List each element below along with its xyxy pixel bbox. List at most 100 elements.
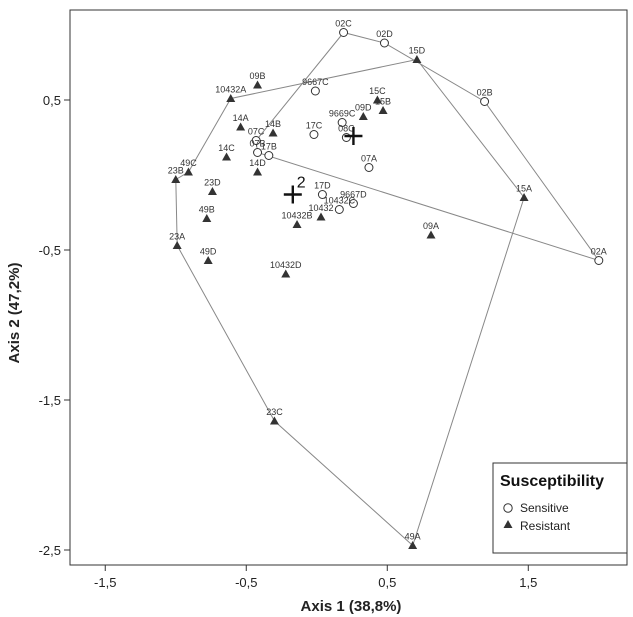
point-label-23d: 23D <box>204 178 221 188</box>
point-resistant-23a <box>172 241 182 249</box>
point-label-49d: 49D <box>200 247 217 257</box>
point-label-17d: 17D <box>314 181 331 191</box>
point-resistant-10432b <box>292 220 302 228</box>
point-label-14b: 14B <box>265 119 281 129</box>
point-label-15a: 15A <box>516 184 532 194</box>
plot-frame <box>69 9 628 566</box>
point-label-17c: 17C <box>306 121 323 131</box>
point-label-07b: 07B <box>250 139 266 149</box>
point-label-14c: 14C <box>218 143 235 153</box>
point-label-23c: 23C <box>266 407 283 417</box>
legend-box <box>492 462 628 554</box>
point-label-02c: 02C <box>335 19 352 29</box>
point-resistant-15b <box>378 106 388 114</box>
point-resistant-49d <box>203 256 213 264</box>
centroid-label-2: 2 <box>297 175 306 192</box>
point-label-02a: 02A <box>591 247 607 257</box>
y-axis-title: Axis 2 (47,2%) <box>6 263 23 364</box>
x-tick-label: -1,5 <box>94 575 116 590</box>
point-sensitive-17c <box>309 130 319 139</box>
point-resistant-23b <box>171 175 181 183</box>
point-resistant-09b <box>253 80 263 89</box>
centroid-cross-2 <box>283 185 302 204</box>
point-resistant-10432a <box>226 94 236 102</box>
point-resistant-15d <box>412 55 422 63</box>
axis-ticks: -1,5 -0,5 0,5 1,5 0,5 -0,5 -1,5 -2,5 <box>39 93 538 590</box>
point-resistant-14b <box>268 128 278 137</box>
point-resistant-49c <box>183 167 193 176</box>
point-label-10432d: 10432D <box>270 260 302 270</box>
point-resistant-14c <box>222 152 232 161</box>
point-resistant-23c <box>269 416 279 425</box>
legend-resistant-marker <box>503 520 513 528</box>
y-tick-label: -0,5 <box>39 243 61 258</box>
point-label-9667d: 9667D <box>340 190 367 200</box>
x-tick-label: 0,5 <box>378 575 396 590</box>
point-resistant-10432 <box>316 212 326 221</box>
legend-sensitive-marker <box>503 503 513 513</box>
point-label-49a: 49A <box>405 532 421 542</box>
point-sensitive-02c <box>339 28 349 37</box>
y-tick-label: 0,5 <box>43 93 61 108</box>
point-resistant-49a <box>408 541 418 549</box>
point-resistant-10432d <box>281 269 291 278</box>
point-label-02d: 02D <box>376 29 393 39</box>
y-tick-label: -2,5 <box>39 543 61 558</box>
point-label-09a: 09A <box>423 221 439 231</box>
point-label-23b: 23B <box>168 166 184 176</box>
point-sensitive-02d <box>379 38 389 48</box>
point-sensitive-9669c <box>337 118 347 127</box>
point-resistant-14a <box>236 122 246 131</box>
point-label-10432b: 10432B <box>282 211 313 221</box>
point-label-9669c: 9669C <box>329 109 356 119</box>
point-label-15b: 15B <box>375 97 391 107</box>
point-label-14a: 14A <box>233 113 249 123</box>
point-label-10432a: 10432A <box>215 85 246 95</box>
point-sensitive-08c <box>341 133 351 142</box>
group-centroids: 2 <box>283 127 363 204</box>
point-label-07a: 07A <box>361 154 377 164</box>
point-label-15d: 15D <box>409 46 426 56</box>
point-sensitive-07c <box>251 136 261 145</box>
point-label-49b: 49B <box>199 205 215 215</box>
point-resistant-09a <box>426 230 436 239</box>
centroid-cross-1 <box>344 127 363 145</box>
point-sensitive-07b <box>253 148 263 157</box>
x-tick-label: 1,5 <box>519 575 537 590</box>
point-label-10432c: 10432C <box>324 196 356 206</box>
x-tick-label: -0,5 <box>235 575 257 590</box>
point-sensitive-02b <box>480 97 490 106</box>
point-sensitive-07a <box>364 163 374 172</box>
point-resistant-14d <box>253 167 263 176</box>
y-tick-label: -1,5 <box>39 393 61 408</box>
point-label-09d: 09D <box>355 103 372 113</box>
point-sensitive-10432c <box>334 205 344 214</box>
point-label-09b: 09B <box>250 71 266 81</box>
point-sensitive-9667d <box>348 199 358 208</box>
point-sensitive-17d <box>317 190 327 199</box>
legend-resistant-label: Resistant <box>520 519 571 533</box>
point-resistant-09d <box>358 112 368 120</box>
legend-sensitive-label: Sensitive <box>520 501 569 515</box>
point-label-08c: 08C <box>338 124 355 134</box>
point-sensitive-02a <box>594 256 604 265</box>
point-resistant-23d <box>207 187 217 195</box>
point-label-15c: 15C <box>369 86 386 96</box>
legend-title: Susceptibility <box>500 473 604 490</box>
x-axis-title: Axis 1 (38,8%) <box>301 598 402 615</box>
point-resistant-15a <box>519 193 529 201</box>
point-label-9667c: 9667C <box>302 77 329 87</box>
point-label-17b: 17B <box>261 142 277 152</box>
point-label-07c: 07C <box>248 127 265 137</box>
point-label-49c: 49C <box>180 158 197 168</box>
point-label-10432: 10432 <box>308 203 333 213</box>
legend: Susceptibility Sensitive Resistant <box>492 462 628 554</box>
point-label-23a: 23A <box>169 232 185 242</box>
point-label-14d: 14D <box>249 158 266 168</box>
point-resistant-49b <box>202 214 212 222</box>
point-sensitive-17b <box>264 151 274 160</box>
point-sensitive-9667c <box>310 86 320 96</box>
point-resistant-15c <box>372 95 382 104</box>
